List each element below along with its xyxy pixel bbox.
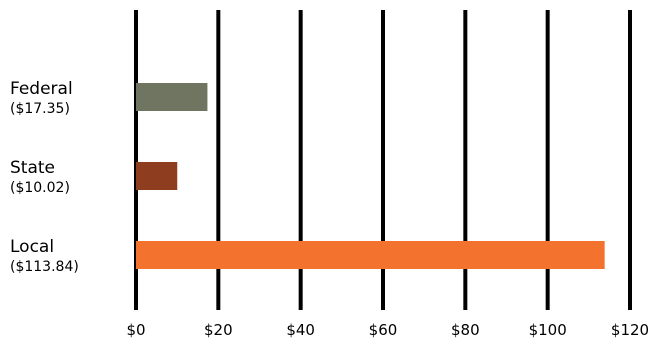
category-value-federal: ($17.35) xyxy=(10,101,70,117)
category-label-state: State xyxy=(10,158,55,178)
bar-state xyxy=(136,162,178,190)
category-value-state: ($10.02) xyxy=(10,180,70,196)
category-label-federal: Federal xyxy=(10,79,73,99)
x-tick-label: $100 xyxy=(529,321,567,339)
category-value-local: ($113.84) xyxy=(10,259,79,275)
category-label-local: Local xyxy=(10,237,54,257)
x-tick-label: $120 xyxy=(611,321,649,339)
x-tick-label: $40 xyxy=(286,321,315,339)
x-axis-ticks: $0 $20 $40 $60 $80 $100 $120 xyxy=(126,321,649,339)
bar-federal xyxy=(136,83,208,111)
x-tick-label: $80 xyxy=(451,321,480,339)
gridlines xyxy=(134,10,632,310)
x-tick-label: $0 xyxy=(126,321,145,339)
category-labels: Federal ($17.35) State ($10.02) Local ($113.8… xyxy=(10,79,79,275)
x-tick-label: $20 xyxy=(204,321,233,339)
bar-local xyxy=(136,241,605,269)
x-tick-label: $60 xyxy=(369,321,398,339)
bars xyxy=(136,83,605,269)
